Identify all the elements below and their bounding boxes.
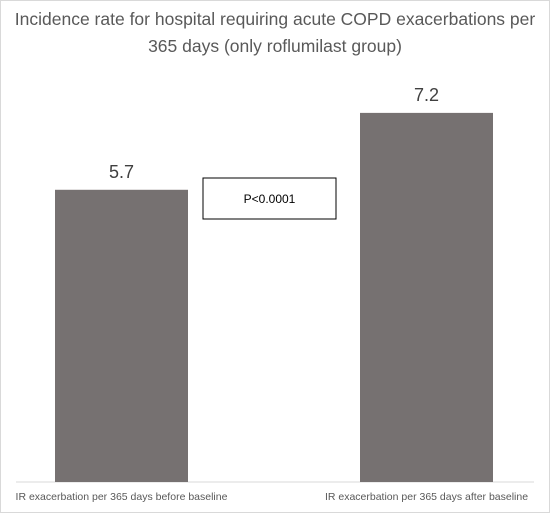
bar-after-baseline xyxy=(360,112,493,482)
chart-title: Incidence rate for hospital requiring ac… xyxy=(0,6,550,60)
chart-title-line-1: Incidence rate for hospital requiring ac… xyxy=(14,9,536,29)
p-value-annotation: P<0.0001 xyxy=(202,177,337,220)
chart-title-line-2: 365 days (only roflumilast group) xyxy=(148,36,402,56)
x-tick-label-before-baseline: IR exacerbation per 365 days before base… xyxy=(16,491,228,503)
x-tick-label-after-baseline: IR exacerbation per 365 days after basel… xyxy=(325,491,528,503)
p-value-text: P<0.0001 xyxy=(244,192,296,206)
bar-before-baseline xyxy=(55,189,188,483)
data-label-after-baseline: 7.2 xyxy=(414,85,439,105)
data-label-before-baseline: 5.7 xyxy=(109,162,134,182)
p-value-box xyxy=(202,177,337,220)
